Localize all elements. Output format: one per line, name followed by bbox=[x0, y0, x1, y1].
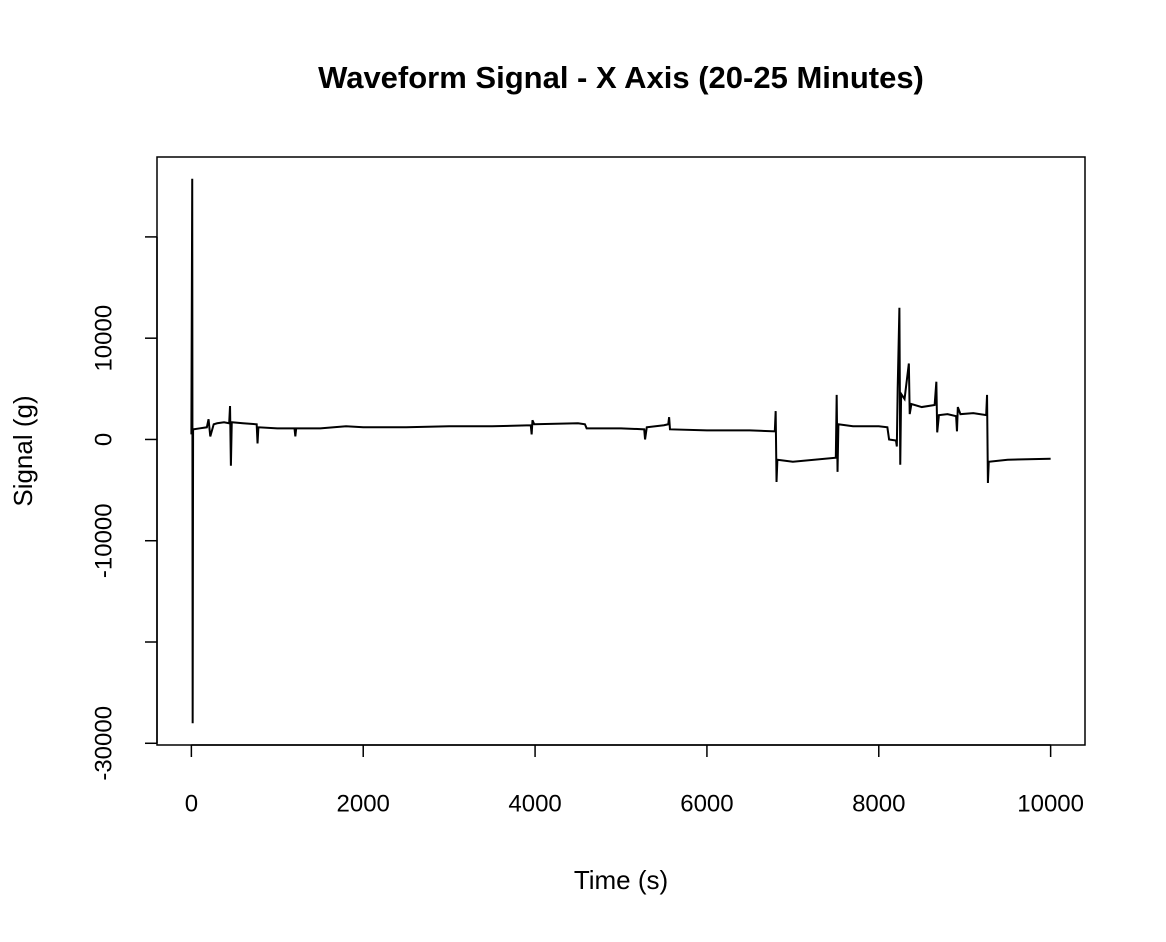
x-tick-label: 10000 bbox=[1017, 790, 1084, 817]
y-tick-label: 0 bbox=[90, 433, 117, 446]
y-axis-label: Signal (g) bbox=[8, 395, 38, 506]
y-tick-label: -10000 bbox=[90, 503, 117, 578]
x-tick-label: 8000 bbox=[852, 790, 905, 817]
signal-line bbox=[190, 178, 1051, 724]
x-tick-label: 2000 bbox=[337, 790, 390, 817]
y-tick-label: 10000 bbox=[90, 305, 117, 372]
x-tick-label: 0 bbox=[185, 790, 198, 817]
y-tick-label: -30000 bbox=[90, 706, 117, 781]
x-tick-label: 4000 bbox=[508, 790, 561, 817]
chart-title: Waveform Signal - X Axis (20-25 Minutes) bbox=[318, 60, 924, 95]
x-axis-label: Time (s) bbox=[574, 865, 668, 895]
x-tick-label: 6000 bbox=[680, 790, 733, 817]
